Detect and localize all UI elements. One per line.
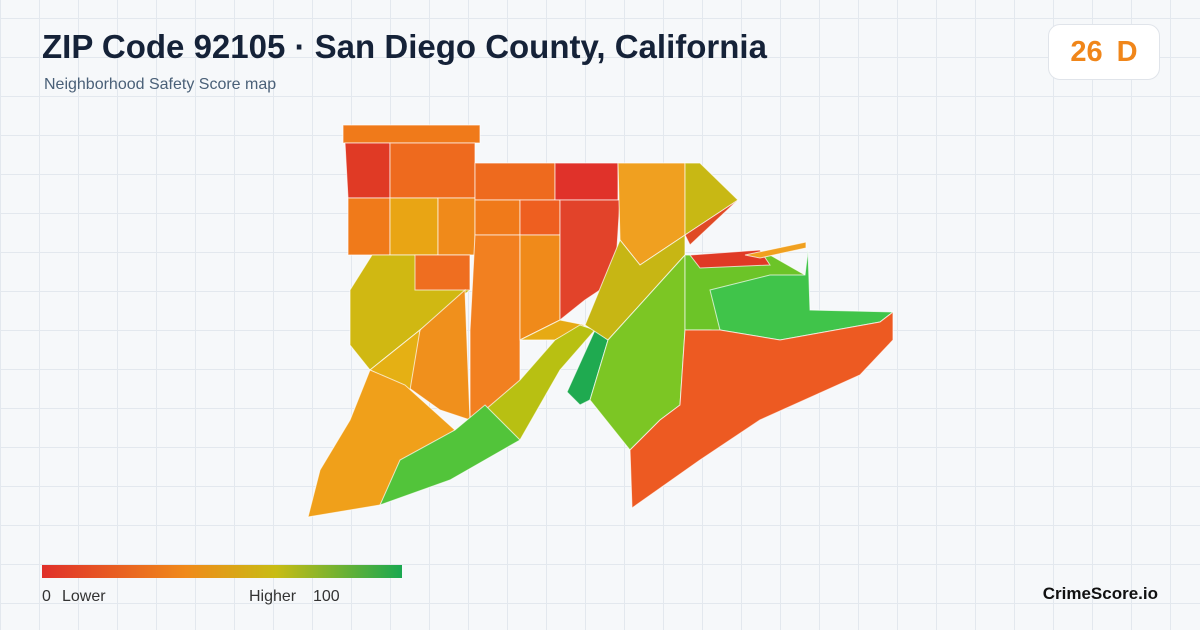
title: ZIP Code 92105 · San Diego County, Calif… xyxy=(42,28,767,65)
score-value: 26 xyxy=(1070,35,1103,68)
region xyxy=(342,124,481,144)
legend-gradient xyxy=(42,565,402,578)
region xyxy=(474,162,556,201)
legend-max: 100 xyxy=(313,588,340,605)
score-grade: D xyxy=(1116,35,1138,68)
legend-min-label: Lower xyxy=(62,588,106,605)
region xyxy=(347,197,391,256)
region xyxy=(629,310,894,509)
score-badge: 26 D xyxy=(1048,24,1160,80)
legend-max-label: Higher xyxy=(249,588,297,605)
region xyxy=(389,142,476,199)
legend-min: 0 xyxy=(42,588,51,605)
region xyxy=(389,197,439,256)
region xyxy=(684,199,739,246)
region xyxy=(519,199,561,236)
region xyxy=(474,199,521,236)
brand: CrimeScore.io xyxy=(1042,584,1158,603)
region xyxy=(344,142,391,199)
region xyxy=(554,162,619,201)
region xyxy=(437,197,476,256)
region xyxy=(744,241,807,259)
region xyxy=(414,254,471,291)
region xyxy=(379,404,521,506)
subtitle: Neighborhood Safety Score map xyxy=(44,76,277,93)
